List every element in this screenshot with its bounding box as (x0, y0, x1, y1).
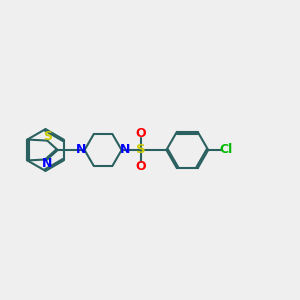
Text: O: O (136, 128, 146, 140)
Text: Cl: Cl (220, 143, 233, 157)
Text: N: N (42, 157, 52, 170)
Text: S: S (136, 143, 146, 157)
Text: S: S (43, 130, 52, 143)
Text: N: N (120, 143, 131, 157)
Text: O: O (136, 160, 146, 172)
Text: N: N (76, 143, 86, 157)
